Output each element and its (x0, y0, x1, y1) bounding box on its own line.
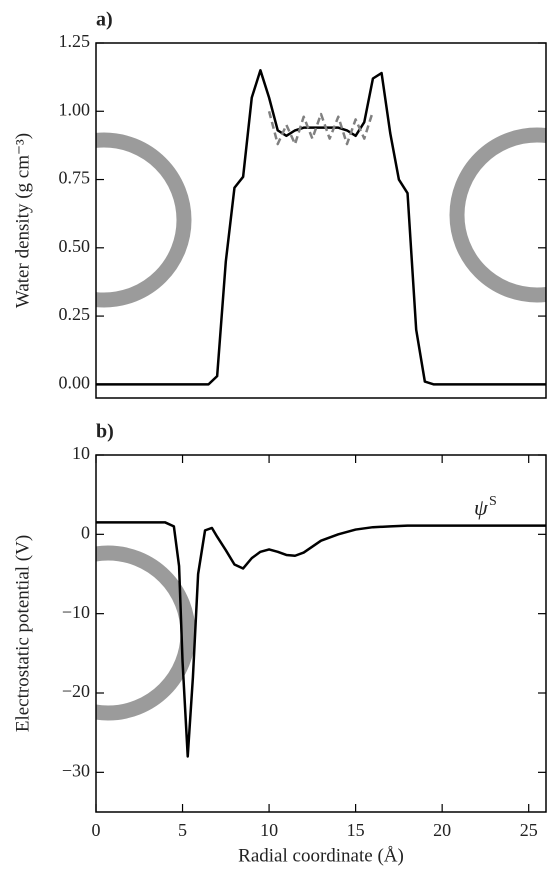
y-tick-label: −20 (62, 681, 90, 701)
y-axis-label: Electrostatic potential (V) (12, 535, 33, 732)
panel-label: b) (96, 421, 114, 443)
y-tick-label: 0.75 (59, 168, 91, 188)
y-tick-label: 0 (81, 522, 90, 542)
nanotube-background (96, 127, 546, 308)
x-tick-label: 10 (260, 820, 278, 840)
y-tick-label: 0.50 (59, 236, 91, 256)
y-axis-label: Water density (g cm⁻³) (12, 133, 33, 308)
x-tick-label: 0 (92, 820, 101, 840)
nanotube-background (96, 545, 196, 721)
data-line (267, 110, 375, 146)
panel-label: a) (96, 9, 113, 31)
y-tick-label: −30 (62, 760, 90, 780)
y-tick-label: 0.25 (59, 304, 91, 324)
x-tick-label: 20 (433, 820, 451, 840)
annotation: ψ (474, 495, 488, 520)
y-tick-label: 0.00 (59, 372, 91, 392)
plot-frame (95, 42, 547, 399)
data-line (96, 521, 546, 758)
data-line (96, 69, 546, 386)
y-tick-label: 10 (72, 443, 90, 463)
plot-frame (95, 454, 547, 813)
y-tick-label: 1.00 (59, 99, 91, 119)
x-axis-label: Radial coordinate (Å) (238, 845, 404, 866)
y-tick-label: 1.25 (59, 31, 91, 51)
annotation-superscript: S (489, 494, 497, 509)
x-tick-label: 15 (347, 820, 365, 840)
y-tick-label: −10 (62, 602, 90, 622)
x-tick-label: 5 (178, 820, 187, 840)
x-tick-label: 25 (520, 820, 538, 840)
